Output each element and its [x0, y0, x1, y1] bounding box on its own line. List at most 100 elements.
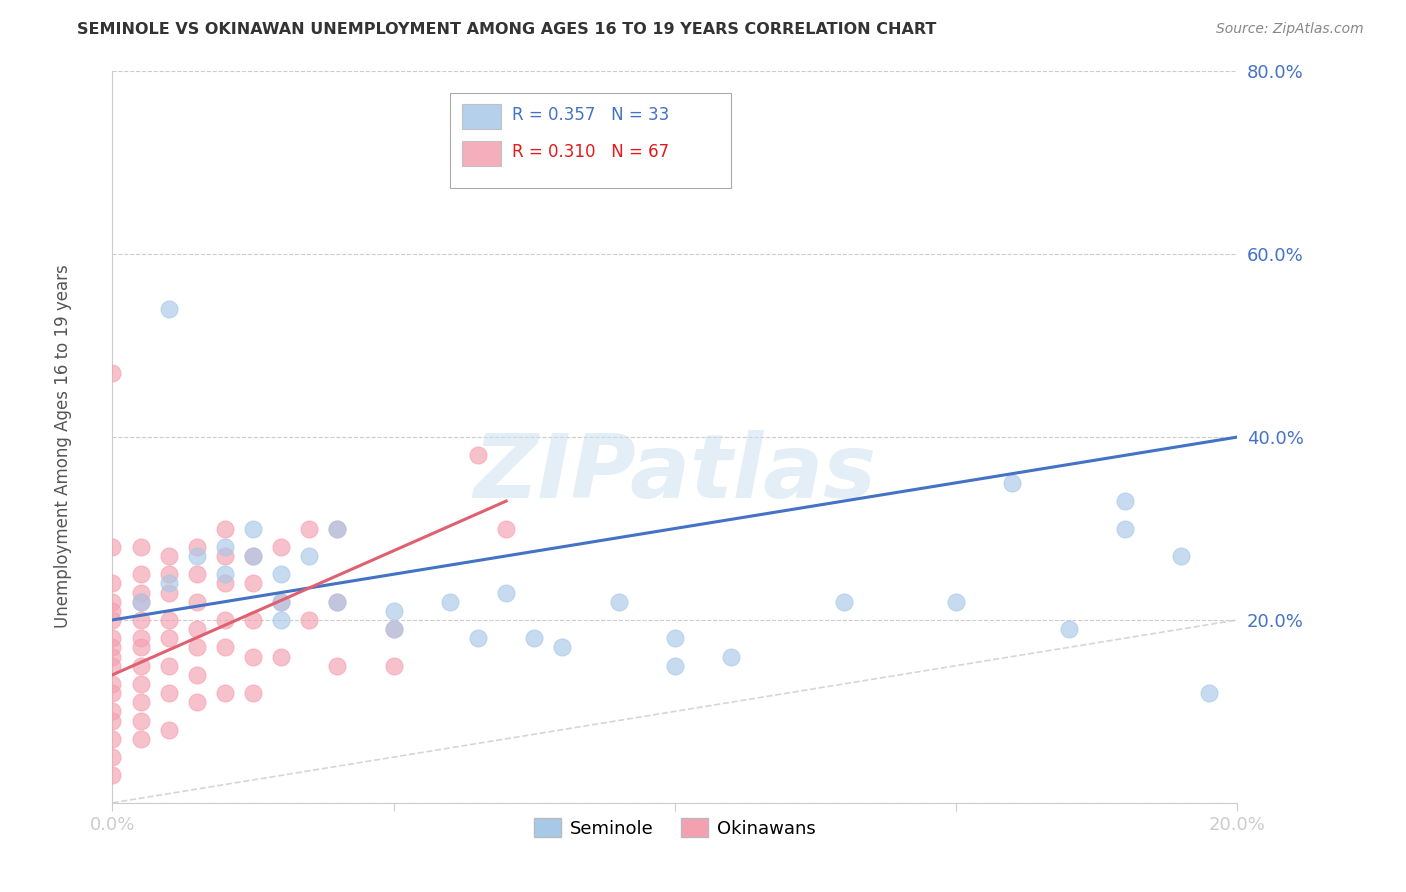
- Point: [270, 594, 292, 608]
- Point: [242, 576, 264, 591]
- Point: [186, 695, 208, 709]
- Point: [157, 686, 180, 700]
- Point: [101, 658, 124, 673]
- Point: [186, 549, 208, 563]
- Point: [101, 768, 124, 782]
- Text: SEMINOLE VS OKINAWAN UNEMPLOYMENT AMONG AGES 16 TO 19 YEARS CORRELATION CHART: SEMINOLE VS OKINAWAN UNEMPLOYMENT AMONG …: [77, 22, 936, 37]
- Point: [157, 723, 180, 737]
- Point: [186, 640, 208, 655]
- Point: [382, 604, 405, 618]
- Point: [101, 705, 124, 719]
- Point: [720, 649, 742, 664]
- Point: [832, 594, 855, 608]
- Point: [101, 594, 124, 608]
- Point: [101, 750, 124, 764]
- Point: [382, 658, 405, 673]
- Text: Unemployment Among Ages 16 to 19 years: Unemployment Among Ages 16 to 19 years: [55, 264, 72, 628]
- Point: [242, 613, 264, 627]
- Point: [129, 695, 152, 709]
- Point: [664, 632, 686, 646]
- Point: [101, 613, 124, 627]
- Point: [495, 521, 517, 535]
- Point: [270, 613, 292, 627]
- Point: [495, 585, 517, 599]
- Point: [242, 649, 264, 664]
- Point: [101, 649, 124, 664]
- Point: [157, 549, 180, 563]
- Point: [523, 632, 546, 646]
- Point: [129, 613, 152, 627]
- Point: [214, 540, 236, 554]
- Point: [382, 622, 405, 636]
- Point: [270, 594, 292, 608]
- Point: [242, 521, 264, 535]
- Point: [129, 677, 152, 691]
- Point: [186, 540, 208, 554]
- Point: [945, 594, 967, 608]
- Point: [298, 549, 321, 563]
- Point: [270, 540, 292, 554]
- Point: [186, 594, 208, 608]
- Point: [101, 686, 124, 700]
- Text: ZIPatlas: ZIPatlas: [474, 430, 876, 517]
- Point: [157, 632, 180, 646]
- Point: [129, 585, 152, 599]
- Point: [129, 632, 152, 646]
- Point: [326, 521, 349, 535]
- Point: [101, 731, 124, 746]
- Point: [326, 658, 349, 673]
- Point: [129, 640, 152, 655]
- Point: [214, 549, 236, 563]
- Point: [101, 540, 124, 554]
- Point: [214, 576, 236, 591]
- Point: [1001, 475, 1024, 490]
- FancyBboxPatch shape: [463, 141, 501, 166]
- Point: [129, 594, 152, 608]
- Point: [214, 686, 236, 700]
- Point: [1170, 549, 1192, 563]
- Point: [101, 677, 124, 691]
- Point: [242, 549, 264, 563]
- Point: [101, 604, 124, 618]
- Point: [214, 613, 236, 627]
- Point: [439, 594, 461, 608]
- Point: [1114, 521, 1136, 535]
- Point: [326, 594, 349, 608]
- Point: [1198, 686, 1220, 700]
- Point: [214, 567, 236, 582]
- FancyBboxPatch shape: [463, 104, 501, 129]
- Text: Source: ZipAtlas.com: Source: ZipAtlas.com: [1216, 22, 1364, 37]
- Point: [1057, 622, 1080, 636]
- Point: [326, 521, 349, 535]
- Point: [101, 366, 124, 380]
- Point: [101, 576, 124, 591]
- Point: [129, 594, 152, 608]
- Point: [242, 549, 264, 563]
- Point: [270, 649, 292, 664]
- Point: [157, 613, 180, 627]
- Point: [298, 613, 321, 627]
- Point: [214, 640, 236, 655]
- Point: [129, 714, 152, 728]
- Point: [157, 567, 180, 582]
- Point: [467, 448, 489, 462]
- Point: [129, 731, 152, 746]
- Point: [1114, 494, 1136, 508]
- Point: [467, 632, 489, 646]
- Text: R = 0.310   N = 67: R = 0.310 N = 67: [512, 143, 669, 161]
- Point: [157, 576, 180, 591]
- Point: [101, 640, 124, 655]
- Point: [551, 640, 574, 655]
- Legend: Seminole, Okinawans: Seminole, Okinawans: [527, 811, 823, 845]
- Point: [270, 567, 292, 582]
- Point: [382, 622, 405, 636]
- Point: [129, 540, 152, 554]
- Point: [157, 301, 180, 317]
- Point: [101, 714, 124, 728]
- Point: [664, 658, 686, 673]
- Point: [186, 567, 208, 582]
- Point: [214, 521, 236, 535]
- Point: [157, 658, 180, 673]
- Point: [298, 521, 321, 535]
- Point: [129, 658, 152, 673]
